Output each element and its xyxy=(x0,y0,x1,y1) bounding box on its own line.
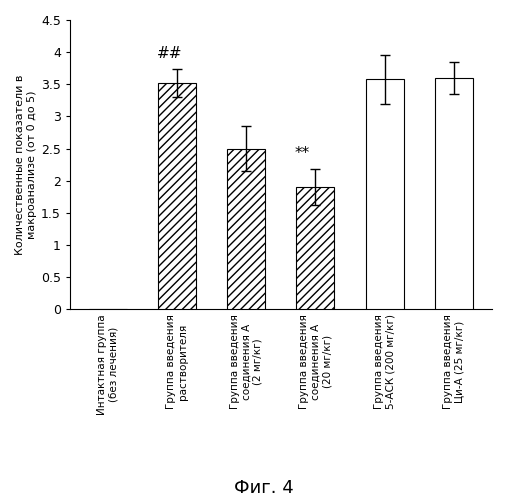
Text: **: ** xyxy=(295,147,310,162)
Bar xyxy=(366,79,404,309)
Bar xyxy=(435,78,473,309)
Text: ##: ## xyxy=(157,46,182,61)
Bar xyxy=(297,187,335,309)
Text: Фиг. 4: Фиг. 4 xyxy=(234,479,294,497)
Y-axis label: Количественные показатели в
макроанализе (от 0 до 5): Количественные показатели в макроанализе… xyxy=(15,74,37,255)
Bar xyxy=(227,149,265,309)
Bar xyxy=(158,83,196,309)
